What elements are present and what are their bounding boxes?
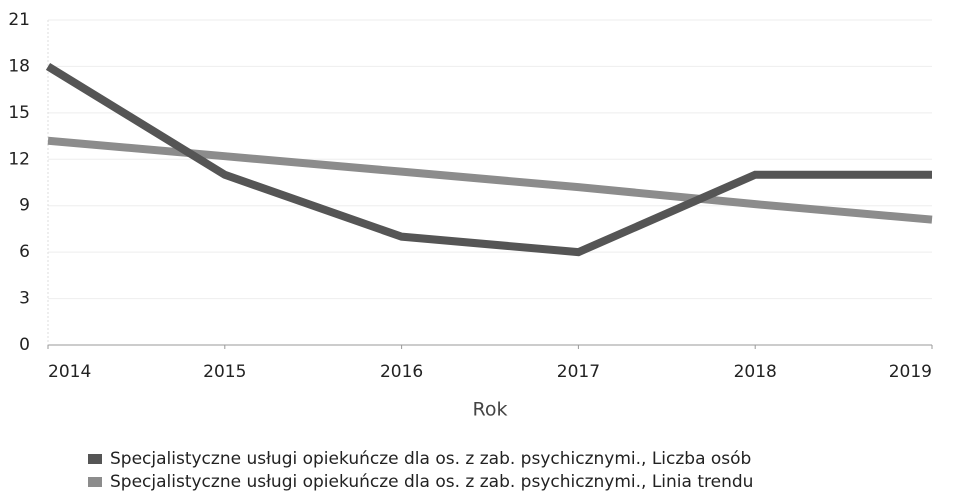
line-series [47, 136, 933, 224]
legend-swatch [88, 477, 102, 487]
y-tick-label: 12 [8, 149, 30, 169]
x-tick-label: 2019 [889, 362, 932, 382]
x-tick-label: 2017 [557, 362, 600, 382]
x-axis-label: Rok [473, 399, 508, 421]
legend-label: Specjalistyczne usługi opiekuńcze dla os… [110, 449, 751, 469]
legend-label: Specjalistyczne usługi opiekuńcze dla os… [110, 472, 753, 492]
y-tick-label: 18 [8, 56, 30, 76]
y-tick-label: 9 [19, 196, 30, 216]
x-tick-label: 2015 [203, 362, 246, 382]
x-tick-label: 2016 [380, 362, 423, 382]
y-tick-label: 15 [8, 103, 30, 123]
legend-swatch [88, 454, 102, 464]
line-series [45, 63, 932, 257]
y-tick-label: 3 [19, 289, 30, 309]
x-tick-label: 2014 [48, 362, 91, 382]
y-tick-label: 0 [19, 335, 30, 355]
y-tick-label: 6 [19, 242, 30, 262]
x-tick-label: 2018 [734, 362, 777, 382]
y-tick-label: 21 [8, 10, 30, 30]
